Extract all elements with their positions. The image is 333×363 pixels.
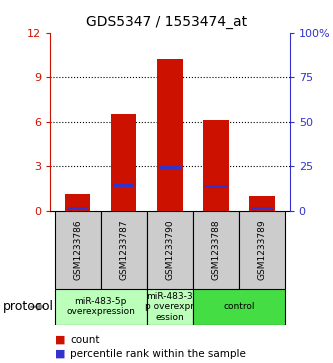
Bar [147, 289, 193, 325]
Text: GSM1233789: GSM1233789 [257, 219, 266, 280]
Bar [55, 289, 147, 325]
Bar [239, 211, 285, 289]
Text: control: control [223, 302, 255, 311]
Text: GSM1233786: GSM1233786 [73, 219, 82, 280]
Bar [111, 114, 137, 211]
Bar [203, 120, 229, 211]
Text: count: count [70, 335, 100, 345]
Bar [113, 184, 135, 187]
Bar [193, 289, 285, 325]
Bar [157, 59, 182, 211]
Text: miR-483-3
p overexpr
ession: miR-483-3 p overexpr ession [145, 292, 194, 322]
Bar [205, 185, 227, 188]
Bar [251, 207, 273, 210]
Bar [193, 211, 239, 289]
Text: protocol: protocol [3, 300, 54, 313]
Text: GSM1233787: GSM1233787 [119, 219, 128, 280]
Bar [65, 194, 90, 211]
Bar [101, 211, 147, 289]
Text: GSM1233790: GSM1233790 [165, 219, 174, 280]
Text: ■: ■ [55, 335, 66, 345]
Bar [147, 211, 193, 289]
Text: GSM1233788: GSM1233788 [211, 219, 220, 280]
Text: ■: ■ [55, 349, 66, 359]
Text: miR-483-5p
overexpression: miR-483-5p overexpression [66, 297, 135, 317]
Bar [249, 196, 275, 211]
Text: percentile rank within the sample: percentile rank within the sample [70, 349, 246, 359]
Bar [55, 211, 101, 289]
Text: GDS5347 / 1553474_at: GDS5347 / 1553474_at [86, 15, 247, 29]
Bar [67, 207, 88, 210]
Bar [159, 166, 180, 169]
